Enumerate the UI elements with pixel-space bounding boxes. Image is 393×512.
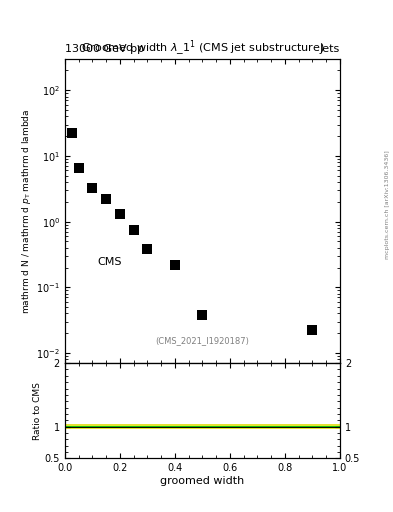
- Point: [199, 311, 206, 319]
- Text: CMS: CMS: [98, 257, 122, 267]
- Point: [117, 210, 123, 218]
- Point: [68, 130, 75, 138]
- Point: [144, 245, 151, 253]
- Point: [75, 164, 82, 173]
- Point: [309, 326, 316, 334]
- Point: [130, 226, 137, 234]
- Text: (CMS_2021_I1920187): (CMS_2021_I1920187): [156, 336, 249, 345]
- Y-axis label: mathrm d N / mathrm d $p_\mathrm{T}$ mathrm d lambda: mathrm d N / mathrm d $p_\mathrm{T}$ mat…: [20, 109, 33, 314]
- X-axis label: groomed width: groomed width: [160, 476, 244, 486]
- Point: [172, 261, 178, 269]
- Point: [89, 184, 95, 193]
- Text: mcplots.cern.ch [arXiv:1306.3436]: mcplots.cern.ch [arXiv:1306.3436]: [385, 151, 390, 259]
- Point: [103, 195, 109, 203]
- Y-axis label: Ratio to CMS: Ratio to CMS: [33, 382, 42, 440]
- Text: Jets: Jets: [320, 44, 340, 54]
- Title: Groomed width $\lambda\_1^1$ (CMS jet substructure): Groomed width $\lambda\_1^1$ (CMS jet su…: [81, 39, 324, 58]
- Text: 13000 GeV pp: 13000 GeV pp: [65, 44, 144, 54]
